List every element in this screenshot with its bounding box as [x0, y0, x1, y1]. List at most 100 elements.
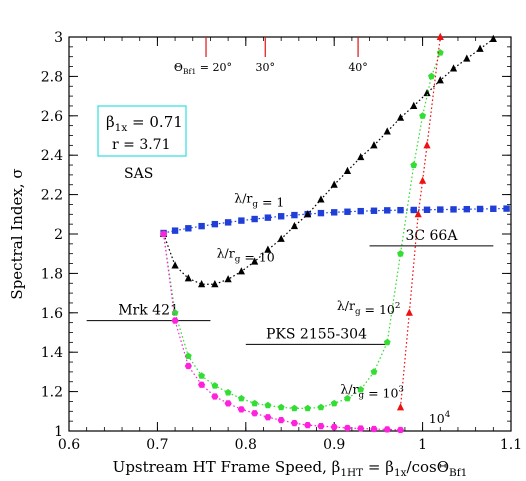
data-point — [317, 403, 325, 411]
data-point — [330, 423, 338, 431]
data-point — [357, 152, 365, 161]
data-point — [264, 245, 272, 253]
data-point — [198, 372, 206, 379]
data-point — [396, 426, 405, 434]
x-tick-label: 0.9 — [323, 437, 345, 453]
data-point — [384, 207, 391, 214]
data-point — [171, 261, 179, 269]
series-group — [159, 34, 497, 288]
parameters-box — [97, 105, 187, 157]
data-point — [171, 317, 179, 324]
data-point — [290, 420, 299, 427]
series-group — [160, 205, 510, 237]
data-point — [171, 227, 179, 234]
data-point — [397, 206, 404, 214]
data-point — [357, 386, 365, 393]
data-point — [344, 394, 351, 402]
reference-line-label: PKS 2155-304 — [266, 326, 367, 342]
data-point — [224, 400, 232, 407]
reference-line-label: Mrk 421 — [118, 303, 179, 319]
data-point — [330, 180, 338, 188]
y-tick-label: 2.6 — [41, 109, 63, 125]
data-point — [290, 221, 299, 230]
data-point — [211, 280, 219, 288]
data-point — [264, 401, 272, 409]
data-point — [383, 426, 391, 433]
y-tick-label: 2.4 — [41, 148, 63, 164]
y-tick-label: 1 — [54, 424, 63, 440]
data-point — [476, 205, 484, 213]
data-point — [264, 214, 272, 221]
data-point — [343, 166, 352, 174]
data-point — [476, 44, 484, 52]
y-tick-label: 2 — [54, 227, 63, 243]
data-point — [317, 209, 325, 217]
series-group — [396, 32, 444, 411]
r-parameter-label: r = 3.71 — [112, 137, 171, 153]
data-point — [211, 393, 219, 400]
angle-marker-label: 30° — [255, 61, 275, 74]
data-point — [317, 422, 325, 430]
angle-marker-label: 40° — [348, 61, 368, 74]
data-point — [291, 211, 298, 219]
data-point — [503, 205, 510, 212]
data-point — [414, 210, 422, 218]
data-point — [370, 425, 378, 433]
beta-parameter-label: β1x = 0.71 — [106, 113, 183, 134]
data-point — [159, 230, 168, 238]
data-point — [211, 220, 219, 228]
data-point — [251, 257, 259, 265]
data-point — [463, 205, 470, 213]
data-point — [184, 274, 192, 282]
data-point — [423, 88, 431, 97]
x-tick-label: 0.6 — [58, 437, 80, 453]
data-point — [410, 101, 418, 109]
data-point — [423, 141, 431, 149]
data-point — [198, 381, 206, 388]
data-point — [437, 206, 444, 213]
y-tick-label: 2.8 — [41, 69, 63, 85]
data-point — [450, 206, 457, 213]
data-point — [224, 388, 232, 396]
data-point — [304, 421, 312, 429]
data-point — [357, 425, 365, 432]
series-label: λ/rg = 102 — [337, 298, 401, 317]
series-labels: λ/rg = 1 λ/rg = 10 λ/rg = 102 λ/rg = 103 1… — [217, 190, 451, 426]
data-point — [184, 352, 192, 360]
data-point — [405, 308, 413, 316]
data-point — [251, 399, 259, 407]
data-point — [344, 208, 351, 215]
data-series — [159, 32, 510, 434]
y-tick-label: 1.6 — [41, 306, 63, 322]
y-tick-label: 3 — [54, 30, 63, 46]
series-label: 104 — [429, 410, 451, 426]
angle-markers: ΘBf1 = 20° 30° 40° — [174, 37, 368, 76]
reference-lines: Mrk 421 PKS 2155-304 3C 66A — [86, 228, 494, 345]
x-tick-label: 1 — [418, 437, 427, 453]
x-axis-label: Upstream HT Frame Speed, β1HT = β1x/cosΘ… — [113, 458, 468, 479]
y-tick-label: 1.8 — [41, 266, 63, 282]
data-point — [397, 250, 404, 257]
data-point — [489, 34, 497, 42]
data-point — [419, 176, 427, 184]
data-point — [224, 275, 232, 283]
x-tick-label: 1.1 — [500, 437, 522, 453]
series-label: λ/rg = 10 — [217, 246, 275, 265]
data-point — [211, 382, 219, 389]
data-point — [224, 219, 232, 226]
data-point — [436, 76, 444, 84]
data-point — [396, 113, 405, 121]
data-point — [436, 49, 444, 56]
data-point — [317, 195, 325, 203]
series-line — [399, 36, 441, 408]
data-point — [370, 368, 378, 375]
data-point — [410, 206, 417, 214]
data-point — [449, 64, 458, 72]
data-point — [383, 338, 391, 346]
data-point — [463, 54, 471, 62]
data-point — [237, 406, 245, 413]
data-point — [277, 213, 285, 220]
series-label: λ/rg = 103 — [340, 382, 404, 401]
series-group — [160, 49, 444, 412]
